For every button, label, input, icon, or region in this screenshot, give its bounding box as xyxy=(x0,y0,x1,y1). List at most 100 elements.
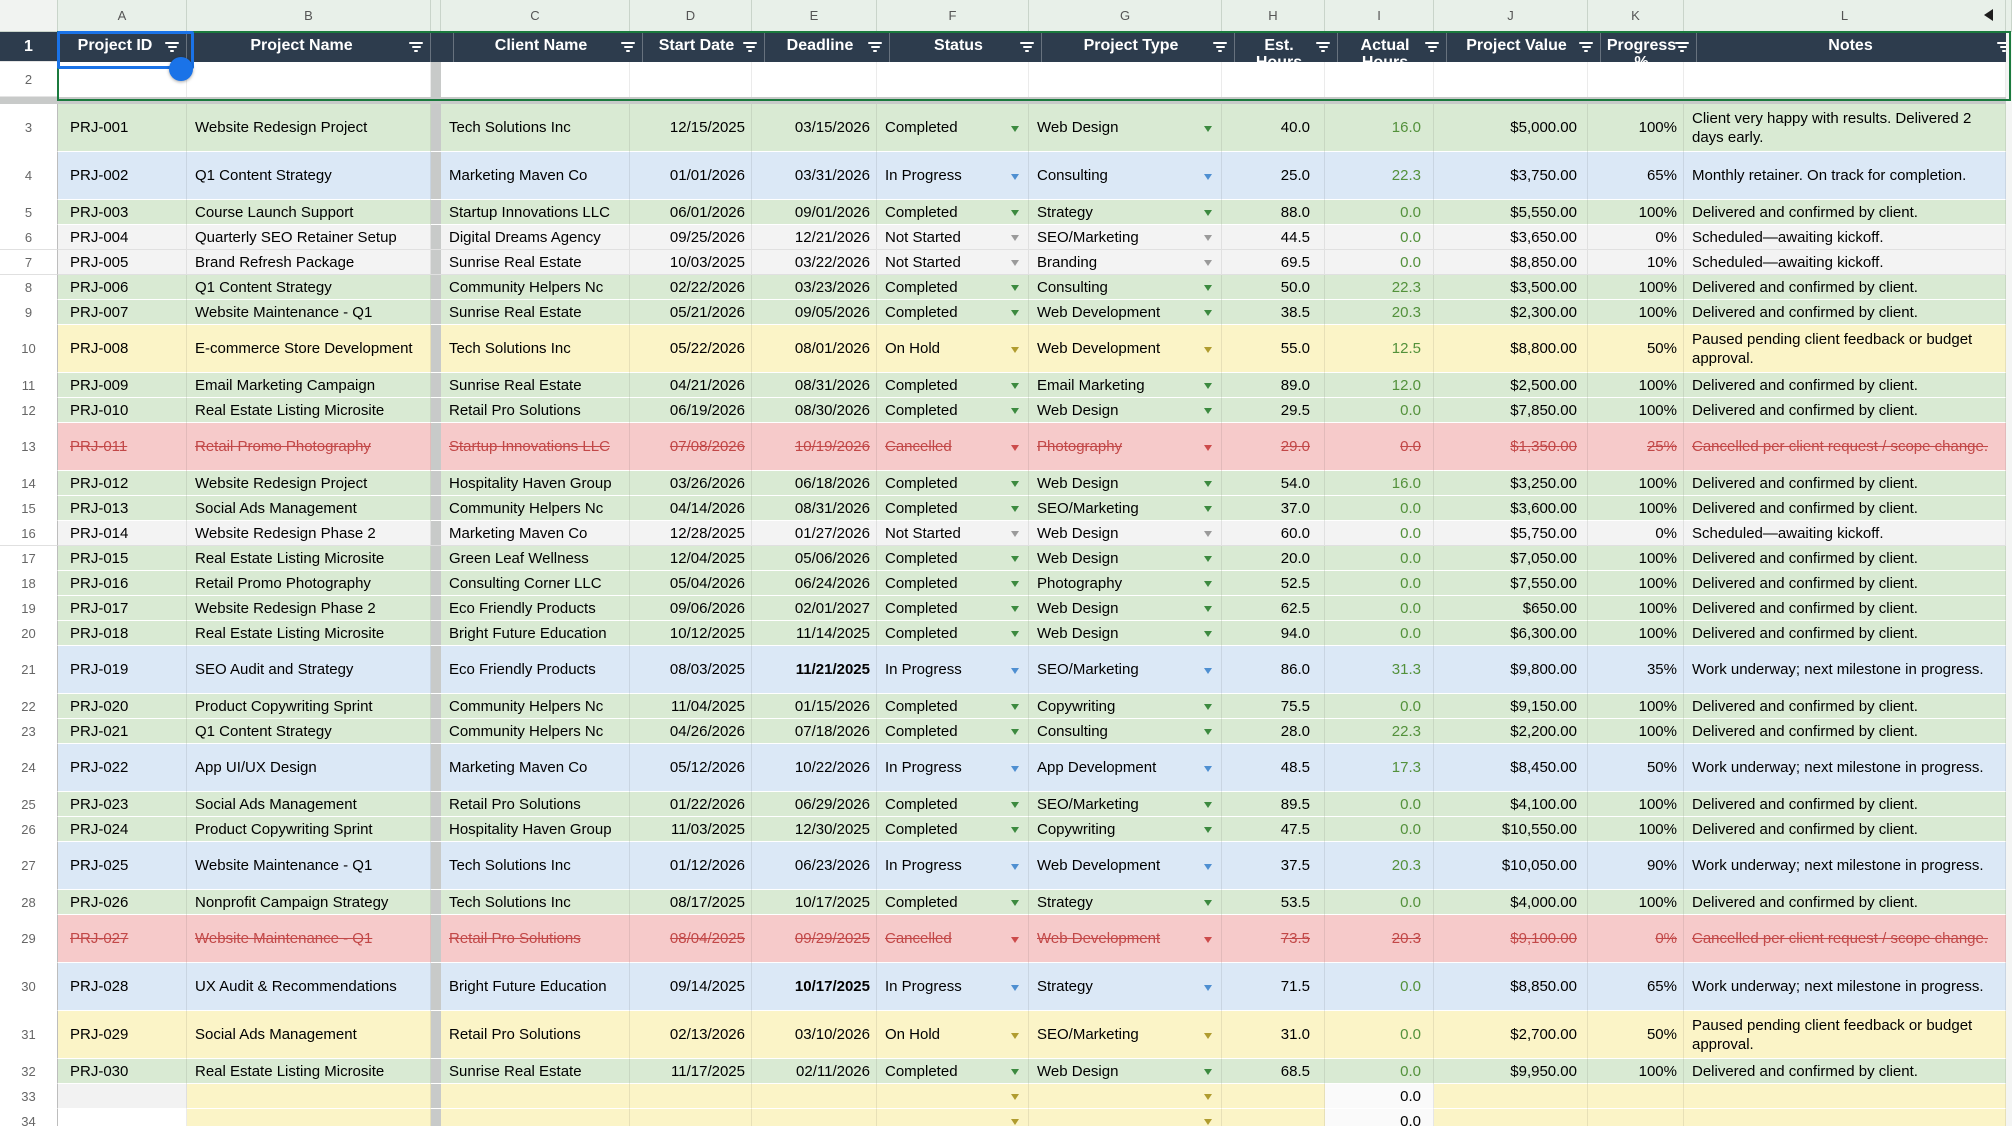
cell-start[interactable]: 02/13/2026 xyxy=(630,1011,752,1059)
cell-deadline[interactable]: 08/01/2026 xyxy=(752,325,877,373)
cell-act[interactable]: 0.0 xyxy=(1325,571,1434,596)
cell-client[interactable]: Community Helpers Nc xyxy=(441,719,630,744)
cell-est[interactable]: 50.0 xyxy=(1222,275,1325,300)
cell-progress[interactable]: 0% xyxy=(1588,521,1684,546)
dropdown-arrow-icon[interactable] xyxy=(1011,285,1019,291)
header-value[interactable]: Project Value xyxy=(1447,32,1601,62)
row-number[interactable]: 9 xyxy=(0,300,58,325)
cell-progress[interactable]: 0% xyxy=(1588,225,1684,250)
cell-start[interactable]: 10/03/2025 xyxy=(630,250,752,275)
cell-act[interactable]: 0.0 xyxy=(1325,694,1434,719)
cell-client[interactable]: Retail Pro Solutions xyxy=(441,915,630,963)
cell-start[interactable]: 12/28/2025 xyxy=(630,521,752,546)
cell-value[interactable]: $5,000.00 xyxy=(1434,104,1588,152)
cell-progress[interactable]: 90% xyxy=(1588,842,1684,890)
cell-est[interactable]: 88.0 xyxy=(1222,200,1325,225)
cell-notes[interactable]: Delivered and confirmed by client. xyxy=(1684,596,2006,621)
dropdown-arrow-icon[interactable] xyxy=(1204,556,1212,562)
cell-notes[interactable]: Work underway; next milestone in progres… xyxy=(1684,744,2006,792)
cell-start[interactable]: 04/21/2026 xyxy=(630,373,752,398)
cell-act[interactable]: 22.3 xyxy=(1325,152,1434,200)
dropdown-arrow-icon[interactable] xyxy=(1011,173,1019,180)
cell-est[interactable]: 89.5 xyxy=(1222,792,1325,817)
row-number[interactable]: 31 xyxy=(0,1011,58,1059)
cell-type[interactable]: Strategy xyxy=(1029,200,1222,225)
cell-type[interactable]: App Development xyxy=(1029,744,1222,792)
row-number[interactable]: 21 xyxy=(0,646,58,694)
cell-notes[interactable]: Delivered and confirmed by client. xyxy=(1684,719,2006,744)
cell-value[interactable]: $2,300.00 xyxy=(1434,300,1588,325)
cell-deadline[interactable]: 10/22/2026 xyxy=(752,744,877,792)
header-act[interactable]: Actual Hours xyxy=(1338,32,1447,62)
cell-deadline[interactable]: 10/17/2025 xyxy=(752,963,877,1011)
cell-id[interactable] xyxy=(58,62,187,97)
cell-est[interactable]: 29.0 xyxy=(1222,423,1325,471)
row-number[interactable]: 20 xyxy=(0,621,58,646)
filter-icon[interactable] xyxy=(164,40,180,54)
cell-status[interactable]: Completed xyxy=(877,621,1029,646)
cell-progress[interactable]: 100% xyxy=(1588,398,1684,423)
cell-name[interactable]: Website Redesign Project xyxy=(187,471,431,496)
header-name[interactable]: Project Name xyxy=(187,32,431,62)
cell-name[interactable]: Social Ads Management xyxy=(187,792,431,817)
cell-client[interactable]: Tech Solutions Inc xyxy=(441,104,630,152)
cell-client[interactable]: Startup Innovations LLC xyxy=(441,423,630,471)
cell-name[interactable]: Website Redesign Phase 2 xyxy=(187,596,431,621)
dropdown-arrow-icon[interactable] xyxy=(1204,444,1212,451)
cell-progress[interactable]: 50% xyxy=(1588,744,1684,792)
cell-name[interactable]: Social Ads Management xyxy=(187,1011,431,1059)
cell-start[interactable]: 12/04/2025 xyxy=(630,546,752,571)
cell-est[interactable]: 62.5 xyxy=(1222,596,1325,621)
row-number[interactable]: 33 xyxy=(0,1084,58,1109)
cell-est[interactable]: 25.0 xyxy=(1222,152,1325,200)
cell-est[interactable]: 52.5 xyxy=(1222,571,1325,596)
cell-status[interactable] xyxy=(877,62,1029,97)
cell-start[interactable]: 05/12/2026 xyxy=(630,744,752,792)
cell-value[interactable]: $3,650.00 xyxy=(1434,225,1588,250)
cell-est[interactable]: 71.5 xyxy=(1222,963,1325,1011)
cell-name[interactable]: Nonprofit Campaign Strategy xyxy=(187,890,431,915)
cell-client[interactable]: Eco Friendly Products xyxy=(441,596,630,621)
cell-progress[interactable]: 100% xyxy=(1588,373,1684,398)
cell-progress[interactable]: 100% xyxy=(1588,571,1684,596)
cell-notes[interactable]: Scheduled—awaiting kickoff. xyxy=(1684,521,2006,546)
cell-est[interactable]: 37.0 xyxy=(1222,496,1325,521)
filter-icon[interactable] xyxy=(1674,40,1690,54)
cell-value[interactable]: $2,200.00 xyxy=(1434,719,1588,744)
cell-id[interactable]: PRJ-009 xyxy=(58,373,187,398)
frozen-columns-divider[interactable] xyxy=(431,0,441,32)
cell-client[interactable]: Community Helpers Nc xyxy=(441,694,630,719)
column-letter-F[interactable]: F xyxy=(877,0,1029,32)
filter-icon[interactable] xyxy=(867,40,883,54)
cell-progress[interactable]: 100% xyxy=(1588,621,1684,646)
cell-deadline[interactable]: 03/23/2026 xyxy=(752,275,877,300)
cell-value[interactable]: $8,450.00 xyxy=(1434,744,1588,792)
column-letter-I[interactable]: I xyxy=(1325,0,1434,32)
cell-id[interactable]: PRJ-021 xyxy=(58,719,187,744)
cell-value[interactable]: $7,050.00 xyxy=(1434,546,1588,571)
cell-status[interactable]: Not Started xyxy=(877,521,1029,546)
cell-status[interactable]: Completed xyxy=(877,546,1029,571)
row-number[interactable]: 4 xyxy=(0,152,58,200)
cell-est[interactable]: 44.5 xyxy=(1222,225,1325,250)
cell-name[interactable]: Email Marketing Campaign xyxy=(187,373,431,398)
dropdown-arrow-icon[interactable] xyxy=(1011,667,1019,674)
row-number[interactable]: 17 xyxy=(0,546,58,571)
cell-id[interactable]: PRJ-026 xyxy=(58,890,187,915)
cell-progress[interactable]: 100% xyxy=(1588,817,1684,842)
cell-act[interactable]: 12.0 xyxy=(1325,373,1434,398)
column-letter-B[interactable]: B xyxy=(187,0,431,32)
cell-est[interactable]: 29.5 xyxy=(1222,398,1325,423)
cell-start[interactable]: 11/04/2025 xyxy=(630,694,752,719)
cell-deadline[interactable]: 10/19/2026 xyxy=(752,423,877,471)
column-letter-G[interactable]: G xyxy=(1029,0,1222,32)
cell-type[interactable]: SEO/Marketing xyxy=(1029,496,1222,521)
cell-status[interactable]: Completed xyxy=(877,719,1029,744)
column-letter-K[interactable]: K xyxy=(1588,0,1684,32)
cell-deadline[interactable]: 09/01/2026 xyxy=(752,200,877,225)
cell-id[interactable]: PRJ-024 xyxy=(58,817,187,842)
cell-deadline[interactable]: 10/17/2025 xyxy=(752,890,877,915)
row-number[interactable]: 13 xyxy=(0,423,58,471)
row-number[interactable]: 1 xyxy=(0,32,58,62)
cell-progress[interactable] xyxy=(1588,1084,1684,1109)
